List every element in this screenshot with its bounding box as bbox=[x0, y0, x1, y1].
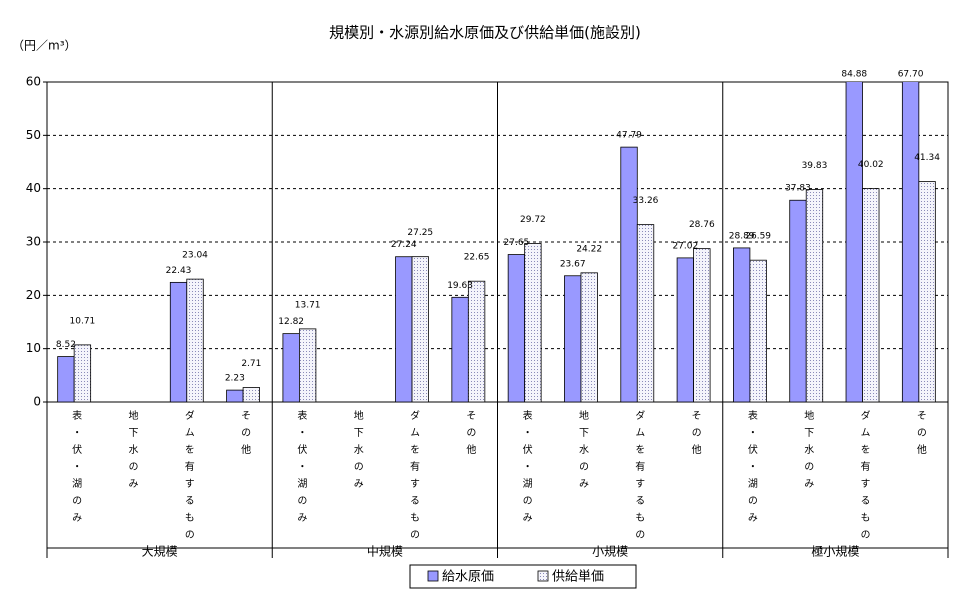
value-label: 40.02 bbox=[858, 160, 884, 170]
value-label: 67.70 bbox=[898, 70, 924, 80]
value-label: 84.88 bbox=[841, 70, 867, 80]
bar bbox=[282, 333, 300, 402]
bar bbox=[749, 259, 767, 402]
value-label: 19.63 bbox=[447, 281, 473, 291]
value-label: 29.72 bbox=[520, 215, 546, 225]
value-label: 47.79 bbox=[616, 131, 642, 141]
group-label: 中規模 bbox=[367, 544, 403, 559]
bar bbox=[411, 256, 429, 402]
x-tick-label: 表・伏・湖のみ bbox=[295, 409, 307, 529]
x-tick-label: 地下水のみ bbox=[126, 409, 138, 495]
value-label: 23.04 bbox=[182, 251, 208, 261]
bar bbox=[564, 275, 582, 402]
x-tick-label: 地下水のみ bbox=[351, 409, 363, 495]
bar bbox=[805, 189, 824, 402]
bar bbox=[620, 146, 638, 402]
x-tick-label: その他 bbox=[914, 410, 926, 461]
value-label: 27.65 bbox=[504, 238, 530, 248]
x-tick-label: ダムを有するもの bbox=[408, 410, 420, 546]
bar bbox=[186, 278, 204, 402]
value-label: 33.26 bbox=[633, 196, 659, 206]
y-tick-label: 40 bbox=[26, 181, 41, 195]
value-label: 24.22 bbox=[576, 244, 602, 254]
x-tick-label: その他 bbox=[689, 410, 701, 461]
bar bbox=[226, 389, 244, 402]
x-tick-label: ダムを有するもの bbox=[858, 410, 870, 546]
x-tick-label: 表・伏・湖のみ bbox=[745, 409, 757, 529]
x-tick-label: 地下水のみ bbox=[802, 409, 814, 495]
bar bbox=[73, 344, 92, 402]
bar bbox=[845, 82, 863, 402]
value-label: 27.24 bbox=[391, 240, 417, 250]
value-label: 13.71 bbox=[295, 300, 321, 310]
x-tick-label: ダムを有するもの bbox=[633, 410, 645, 546]
bar bbox=[299, 328, 317, 402]
bar bbox=[467, 280, 486, 402]
bar bbox=[789, 199, 807, 402]
bars bbox=[57, 82, 936, 402]
bar bbox=[636, 224, 655, 402]
x-tick-label: ダムを有するもの bbox=[182, 410, 194, 546]
legend-swatch bbox=[427, 570, 439, 582]
value-label: 2.71 bbox=[241, 359, 261, 369]
value-label: 41.34 bbox=[914, 153, 940, 163]
x-tick-label: 地下水のみ bbox=[576, 409, 588, 495]
value-label: 28.89 bbox=[729, 231, 755, 241]
legend bbox=[409, 564, 637, 589]
bar bbox=[580, 272, 598, 402]
group-label: 小規模 bbox=[592, 544, 628, 559]
value-label: 27.02 bbox=[672, 241, 698, 251]
bar bbox=[169, 281, 188, 402]
value-label: 39.83 bbox=[802, 161, 828, 171]
y-tick-label: 0 bbox=[33, 395, 41, 409]
bar bbox=[524, 243, 542, 402]
bar bbox=[676, 257, 694, 402]
group-label: 極小規模 bbox=[811, 544, 859, 559]
value-label: 26.59 bbox=[745, 232, 771, 242]
bar bbox=[918, 181, 936, 402]
value-label: 27.25 bbox=[407, 228, 433, 238]
bar bbox=[451, 296, 469, 402]
value-label: 23.67 bbox=[560, 259, 586, 269]
value-label: 8.52 bbox=[56, 340, 76, 350]
value-label: 2.23 bbox=[225, 374, 245, 384]
legend-swatch bbox=[537, 570, 549, 582]
value-label: 12.82 bbox=[278, 317, 304, 327]
bar bbox=[395, 256, 413, 402]
y-tick-label: 50 bbox=[26, 128, 41, 142]
y-tick-label: 60 bbox=[26, 75, 41, 89]
bar bbox=[733, 247, 751, 402]
group-label: 大規模 bbox=[142, 544, 178, 559]
value-label: 22.43 bbox=[166, 266, 192, 276]
bar bbox=[57, 356, 75, 402]
x-tick-label: その他 bbox=[464, 410, 476, 461]
bar bbox=[242, 387, 260, 402]
value-label: 28.76 bbox=[689, 220, 715, 230]
value-label: 10.71 bbox=[70, 316, 96, 326]
bar bbox=[862, 188, 880, 402]
legend-label: 給水原価 bbox=[442, 570, 494, 585]
chart-title: 規模別・水源別給水原価及び供給単価(施設別) bbox=[329, 24, 641, 42]
value-label: 37.83 bbox=[785, 184, 811, 194]
x-tick-label: その他 bbox=[239, 410, 251, 461]
y-tick-label: 20 bbox=[26, 288, 41, 302]
bar bbox=[507, 254, 526, 402]
y-tick-label: 10 bbox=[26, 341, 41, 355]
bar bbox=[901, 82, 920, 402]
x-tick-label: 表・伏・湖のみ bbox=[520, 409, 532, 529]
value-label: 22.65 bbox=[464, 253, 490, 263]
legend-label: 供給単価 bbox=[552, 569, 604, 585]
y-axis-label: （円／m³） bbox=[12, 39, 77, 53]
bar bbox=[693, 248, 711, 402]
y-tick-label: 30 bbox=[26, 235, 41, 249]
x-tick-label: 表・伏・湖のみ bbox=[70, 409, 82, 529]
